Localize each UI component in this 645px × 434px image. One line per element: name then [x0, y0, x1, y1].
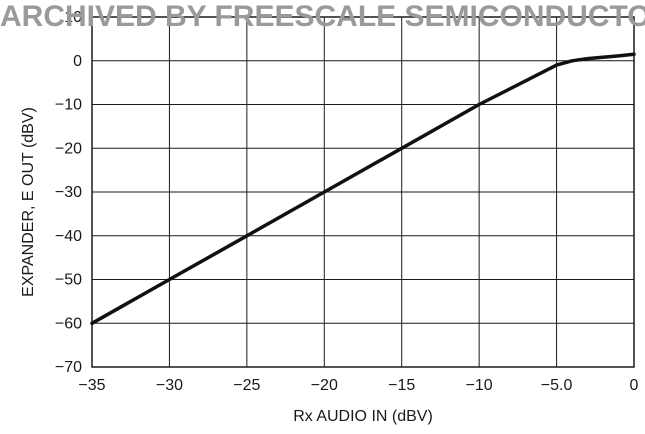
- x-tick-label: −5.0: [541, 377, 573, 394]
- y-tick-label: −70: [55, 359, 82, 376]
- series-layer: [90, 52, 636, 326]
- y-tick-label: −50: [55, 272, 82, 289]
- y-tick-labels: −70 −60 −50 −40 −30 −20 −10 0 10: [55, 9, 82, 376]
- series-line: [90, 52, 636, 326]
- y-tick-label: 10: [64, 9, 82, 26]
- plot-frame: [91, 16, 635, 368]
- x-tick-label: −25: [233, 377, 260, 394]
- x-tick-label: −20: [311, 377, 338, 394]
- y-tick-label: 0: [73, 53, 82, 70]
- x-tick-labels: −35 −30 −25 −20 −15 −10 −5.0 0: [78, 377, 638, 394]
- x-tick-label: −30: [156, 377, 183, 394]
- x-tick-label: 0: [630, 377, 639, 394]
- y-tick-label: −30: [55, 184, 82, 201]
- y-tick-label: −20: [55, 140, 82, 157]
- y-tick-label: −60: [55, 315, 82, 332]
- y-tick-label: −10: [55, 97, 82, 114]
- x-axis-title: Rx AUDIO IN (dBV): [293, 408, 433, 425]
- grid: [91, 16, 635, 368]
- x-tick-label: −35: [78, 377, 105, 394]
- y-tick-label: −40: [55, 228, 82, 245]
- x-tick-label: −10: [466, 377, 493, 394]
- y-axis-title: EXPANDER, E OUT (dBV): [20, 107, 37, 297]
- x-tick-label: −15: [388, 377, 415, 394]
